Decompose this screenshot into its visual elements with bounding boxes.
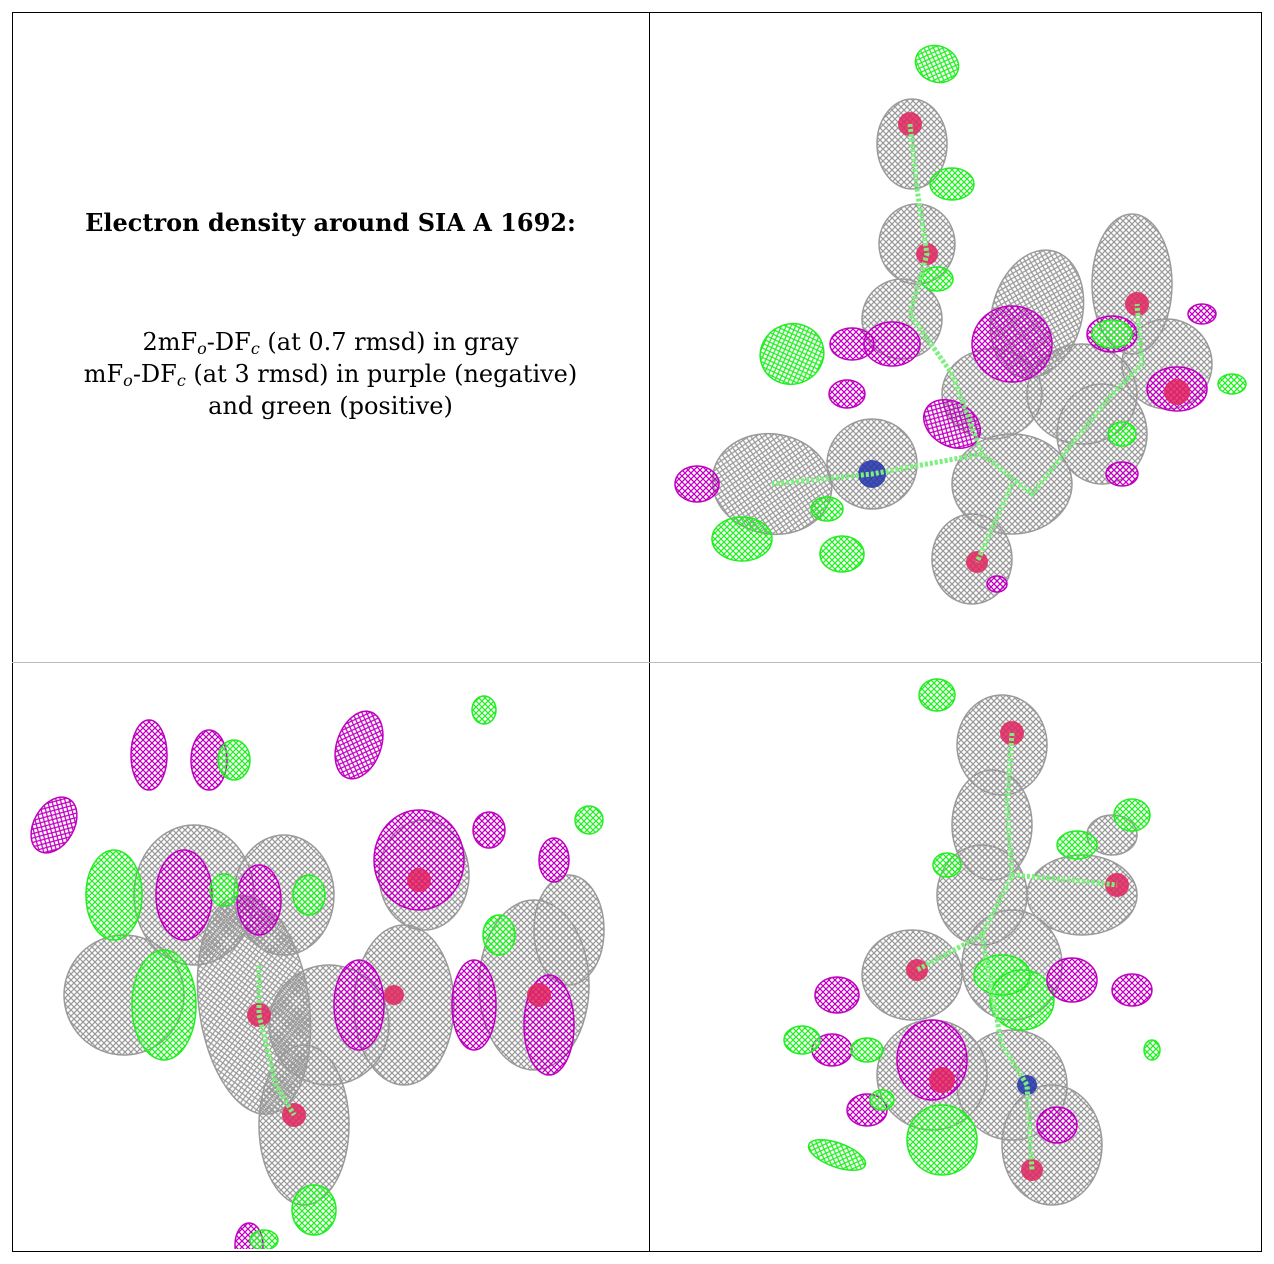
density-positive-mesh [291,1184,337,1236]
density-negative-mesh [1187,303,1217,325]
density-negative-mesh [971,305,1053,383]
grid-divider-vertical [649,12,650,1252]
density-positive-mesh [574,805,604,835]
grid-divider-horizontal [12,662,1262,663]
density-negative-mesh [1036,1106,1078,1144]
oxygen-atom [407,868,431,892]
density-positive-mesh [819,535,865,573]
density-positive-mesh [482,914,516,956]
model-bonds [771,451,983,487]
caption-cell: Electron density around SIA A 1692: 2mFo… [12,12,649,662]
density-negative-mesh [472,811,506,849]
density-2fofc-mesh [1001,1084,1103,1206]
density-positive-mesh [973,954,1031,996]
density-positive-mesh [932,852,962,878]
density-negative-mesh [334,710,384,780]
density-positive-mesh [807,1139,867,1171]
density-positive-mesh [920,266,954,292]
density-negative-mesh [451,959,497,1051]
caption-line-fofc: mFo-DFc (at 3 rmsd) in purple (negative) [83,360,578,390]
density-positive-mesh [209,873,239,907]
oxygen-atom [527,983,551,1007]
density-negative-mesh [538,837,570,883]
density-view-top-right [674,44,1247,605]
density-positive-mesh [1056,830,1098,860]
model-bonds [915,932,984,973]
oxygen-atom [384,985,404,1005]
density-negative-mesh [828,379,866,409]
grid-border-left [12,12,13,1252]
density-negative-mesh [986,575,1008,593]
density-positive-mesh [810,496,844,522]
model-bonds [974,482,1015,564]
density-positive-mesh [850,1037,884,1063]
density-positive-mesh [292,874,326,916]
caption-line-2fofc: 2mFo-DFc (at 0.7 rmsd) in gray [142,328,519,358]
density-2fofc-mesh [1056,383,1148,485]
oxygen-atom [906,959,928,981]
density-positive-mesh [929,167,975,201]
density-2fofc-mesh [533,874,605,986]
density-positive-mesh [869,1089,895,1111]
density-negative-mesh [30,796,78,854]
density-positive-mesh [1143,1039,1161,1061]
density-negative-mesh [155,849,213,941]
density-positive-mesh [249,1229,279,1249]
density-positive-mesh [1217,373,1247,395]
density-positive-mesh [1091,319,1133,349]
grid-border-bottom [12,1251,1262,1252]
density-positive-mesh [711,516,773,562]
density-negative-mesh [373,809,465,911]
density-positive-mesh [906,1104,978,1176]
density-positive-mesh [131,949,197,1061]
density-positive-mesh [471,695,497,725]
density-positive-mesh [918,678,956,712]
density-view-bottom-left [30,695,605,1249]
density-negative-mesh [130,719,168,791]
density-positive-mesh [914,44,960,84]
density-positive-mesh [1107,421,1137,447]
density-negative-mesh [814,976,860,1014]
density-view-bottom-right [783,678,1161,1206]
figure-grid: Electron density around SIA A 1692: 2mFo… [12,12,1262,1252]
model-bonds [979,732,1035,1171]
oxygen-atom [1164,379,1190,405]
oxygen-atom [1021,1159,1043,1181]
oxygen-atom [929,1067,955,1093]
caption-description: 2mFo-DFc (at 0.7 rmsd) in gray mFo-DFc (… [12,326,649,422]
density-positive-mesh [783,1025,821,1055]
density-negative-mesh [1046,957,1098,1003]
density-negative-mesh [1111,973,1153,1007]
model-bonds [256,965,297,1117]
density-negative-mesh [333,959,385,1051]
model-bonds [1011,872,1118,888]
density-positive-mesh [85,849,143,941]
density-negative-mesh [236,864,282,936]
grid-border-top [12,12,1262,13]
density-negative-mesh [674,465,720,503]
density-negative-mesh [1105,461,1139,487]
grid-border-right [1261,12,1262,1252]
density-positive-mesh [1113,798,1151,832]
density-positive-mesh [759,323,825,385]
caption-line-colors: and green (positive) [208,392,453,420]
density-positive-mesh [217,739,251,781]
caption-title: Electron density around SIA A 1692: [85,208,576,237]
density-negative-mesh [829,327,875,361]
